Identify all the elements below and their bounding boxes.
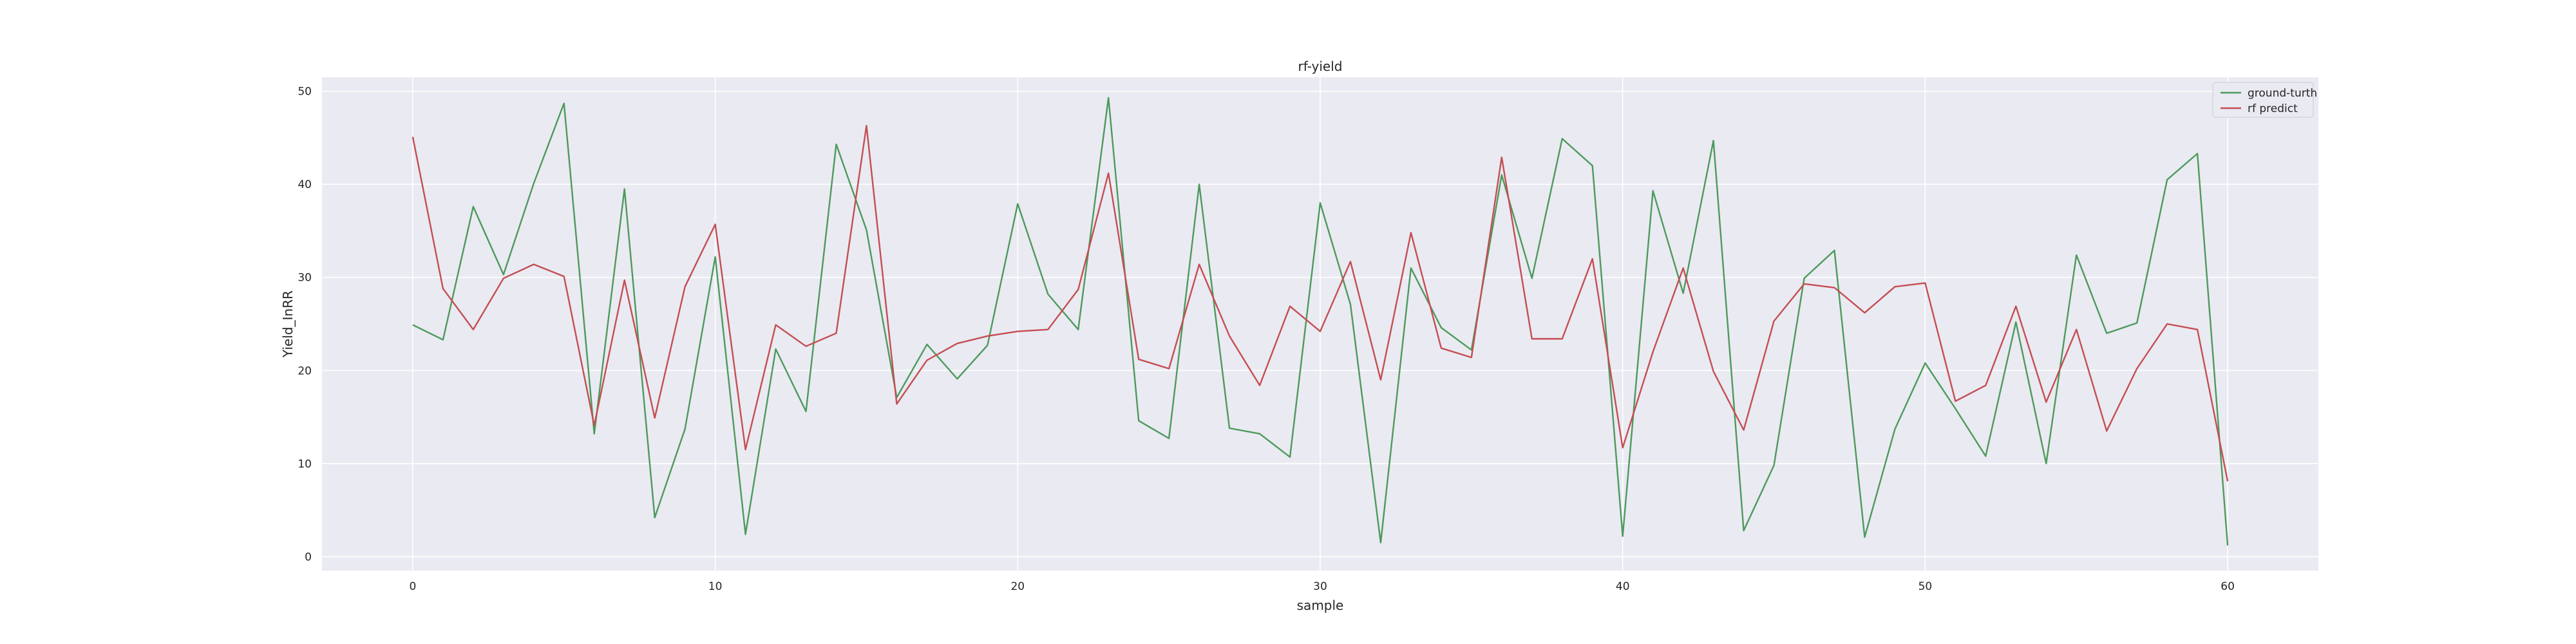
legend: ground-turth rf predict (2212, 82, 2317, 118)
grid (322, 77, 2318, 571)
y-tick-label: 50 (298, 86, 312, 99)
y-axis-label: Yield_InRR (280, 290, 296, 358)
series-line-rf-predict (412, 124, 2229, 482)
y-tick-label: 20 (298, 365, 312, 377)
ticks: 0 10 20 30 40 50 60 0 10 20 30 40 50 (298, 86, 2235, 593)
x-tick-label: 0 (409, 580, 416, 593)
x-tick-label: 30 (1313, 580, 1327, 593)
legend-entry: ground-turth (2248, 87, 2317, 100)
x-tick-label: 50 (1918, 580, 1933, 593)
x-tick-label: 40 (1616, 580, 1630, 593)
x-tick-label: 10 (708, 580, 723, 593)
x-axis-label: sample (1297, 598, 1344, 613)
series-layer (412, 97, 2229, 546)
series-line-ground-turth (412, 97, 2229, 546)
y-tick-label: 10 (298, 458, 312, 471)
y-tick-label: 40 (298, 178, 312, 191)
y-tick-label: 30 (298, 272, 312, 285)
legend-entry: rf predict (2248, 102, 2298, 115)
x-tick-label: 60 (2221, 580, 2235, 593)
chart-title: rf-yield (1298, 59, 1343, 74)
x-tick-label: 20 (1010, 580, 1025, 593)
y-tick-label: 0 (305, 551, 312, 564)
